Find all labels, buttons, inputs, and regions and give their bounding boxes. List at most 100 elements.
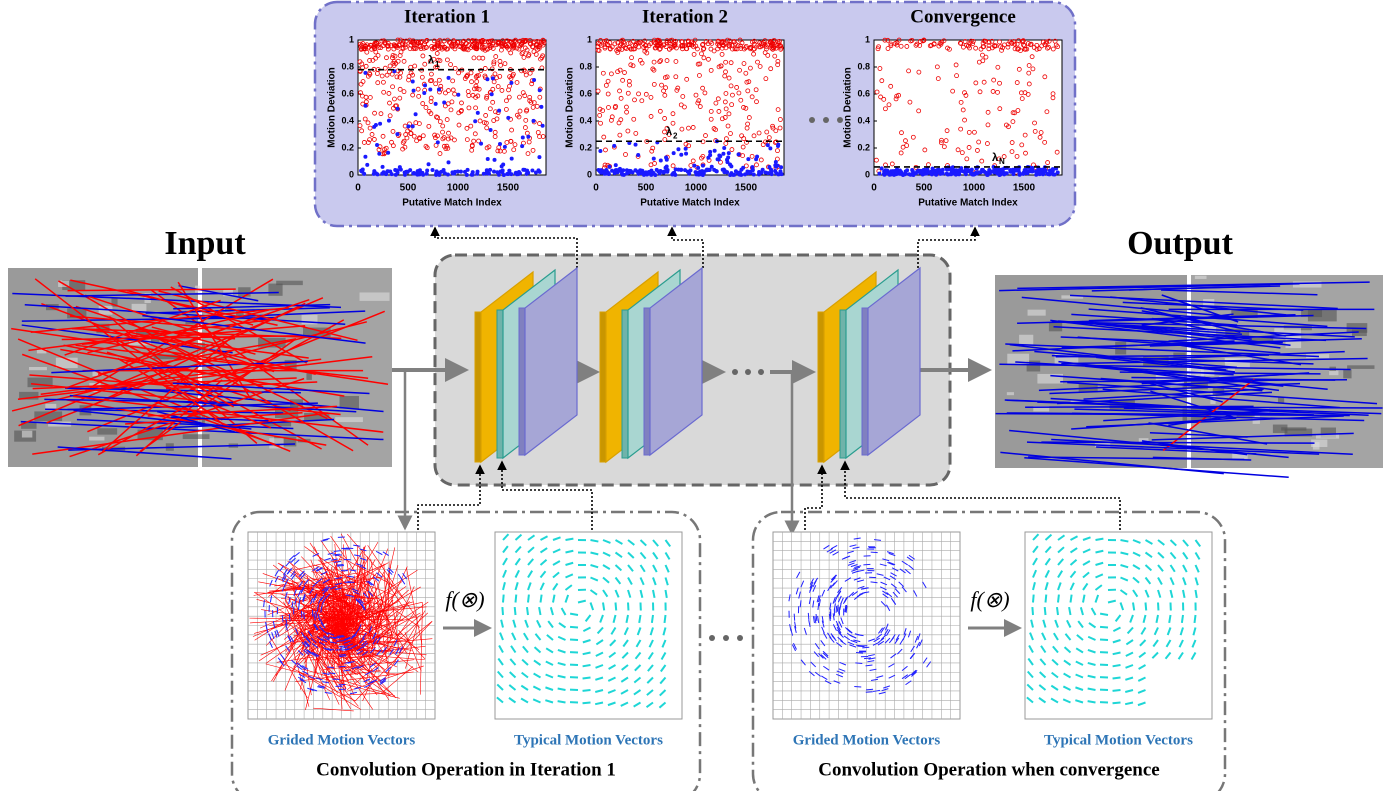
scatter-point (363, 71, 367, 75)
scatter-point (510, 157, 514, 161)
match-image (995, 275, 1383, 477)
y-tick-label: 0.6 (857, 88, 870, 98)
match-line (1025, 406, 1253, 407)
scatter-point (636, 153, 640, 157)
scatter-point (898, 168, 902, 172)
photo-texture (97, 428, 117, 434)
panel-title: Convolution Operation when convergence (818, 759, 1159, 780)
photo-texture (268, 284, 282, 296)
scatter-point (532, 119, 536, 123)
typical-vector (539, 607, 540, 615)
typical-vector (527, 607, 528, 615)
scatter-point (437, 173, 441, 177)
scatter-point (935, 168, 939, 172)
scatter-point (1044, 169, 1048, 173)
scatter-point (425, 169, 429, 173)
photo-texture (1343, 369, 1351, 378)
scatter-point (665, 158, 669, 162)
layer-side (862, 308, 868, 455)
scatter-point (456, 93, 460, 97)
scatter-point (947, 172, 951, 176)
scatter-point (499, 170, 503, 174)
scatter-point (361, 167, 365, 171)
scatter-point (737, 152, 741, 156)
y-tick-label: 0.8 (341, 61, 354, 71)
scatter-point (714, 169, 718, 173)
scatter-point (679, 153, 683, 157)
typical-vector (1100, 639, 1108, 640)
x-tick-label: 0 (593, 183, 599, 194)
y-tick-label: 0.6 (341, 88, 354, 98)
scatter-point (891, 169, 895, 173)
scatter-point (1030, 169, 1034, 173)
panel-title: Convolution Operation in Iteration 1 (316, 759, 616, 780)
scatter-point (490, 92, 494, 96)
scatter-point (713, 149, 717, 153)
y-tick-label: 0.2 (341, 142, 354, 152)
typical-vector (1033, 595, 1034, 603)
scatter-point (516, 172, 520, 176)
scatter-point (998, 173, 1002, 177)
scatter-point (1011, 172, 1015, 176)
scatter-point (459, 170, 463, 174)
scatter-point (509, 81, 513, 85)
scatter-point (694, 170, 698, 174)
x-tick-label: 1500 (735, 183, 758, 194)
diagram: Input Output Iteration 1Motion Deviation… (0, 0, 1390, 791)
typical-vector (583, 678, 591, 679)
scatter-point (697, 170, 701, 174)
scatter-point (403, 173, 407, 177)
scatter-point (1051, 169, 1055, 173)
typical-vector (1195, 615, 1196, 623)
typical-vector (1071, 595, 1072, 603)
scatter-point (537, 155, 541, 159)
scatter-point (387, 119, 391, 123)
y-tick-label: 0.2 (857, 142, 870, 152)
scatter-point (476, 111, 480, 115)
scatter-point (526, 135, 530, 139)
scatter-point (414, 112, 418, 116)
motion-vector (874, 540, 881, 541)
scatter-point (423, 83, 427, 87)
threshold-subscript: 2 (673, 131, 678, 140)
typical-vector (583, 665, 591, 666)
layer-side (644, 308, 650, 455)
y-tick-label: 0.4 (579, 115, 592, 125)
scatter-point (627, 170, 631, 174)
scatter-point (708, 168, 712, 172)
scatter-point (964, 172, 968, 176)
scatter-point (780, 172, 784, 176)
scatter-point (774, 171, 778, 175)
output-label: Output (1127, 225, 1233, 262)
photo-texture (360, 292, 390, 300)
scatter-point (901, 173, 905, 177)
scatter-point (530, 169, 534, 173)
scatter-point (618, 167, 622, 171)
x-tick-label: 1500 (497, 183, 520, 194)
scatter-point (380, 172, 384, 176)
conv-panel-content: f(⊗)Grided Motion VectorsTypical Motion … (248, 532, 682, 780)
x-tick-label: 1000 (685, 183, 708, 194)
layer-side (840, 310, 846, 458)
typical-vector (570, 614, 578, 615)
scatter-point (376, 172, 380, 176)
typical-vector (558, 701, 566, 702)
scatter-point (614, 163, 618, 167)
photo-texture (29, 367, 47, 370)
scatter-point (634, 143, 638, 147)
scatter-point (880, 166, 884, 170)
motion-vector (808, 613, 809, 620)
scatter-point (485, 168, 489, 172)
motion-vector (304, 612, 305, 619)
scatter-point (723, 169, 727, 173)
scatter-point (888, 173, 892, 177)
x-tick-label: 1000 (447, 183, 470, 194)
photo-texture (340, 396, 359, 409)
scatter-point (664, 166, 668, 170)
motion-vector (866, 692, 873, 693)
x-tick-label: 1500 (1013, 183, 1036, 194)
scatter-point (738, 171, 742, 175)
scatter-point (671, 171, 675, 175)
x-axis-label: Putative Match Index (640, 198, 740, 209)
scatter-point (934, 172, 938, 176)
